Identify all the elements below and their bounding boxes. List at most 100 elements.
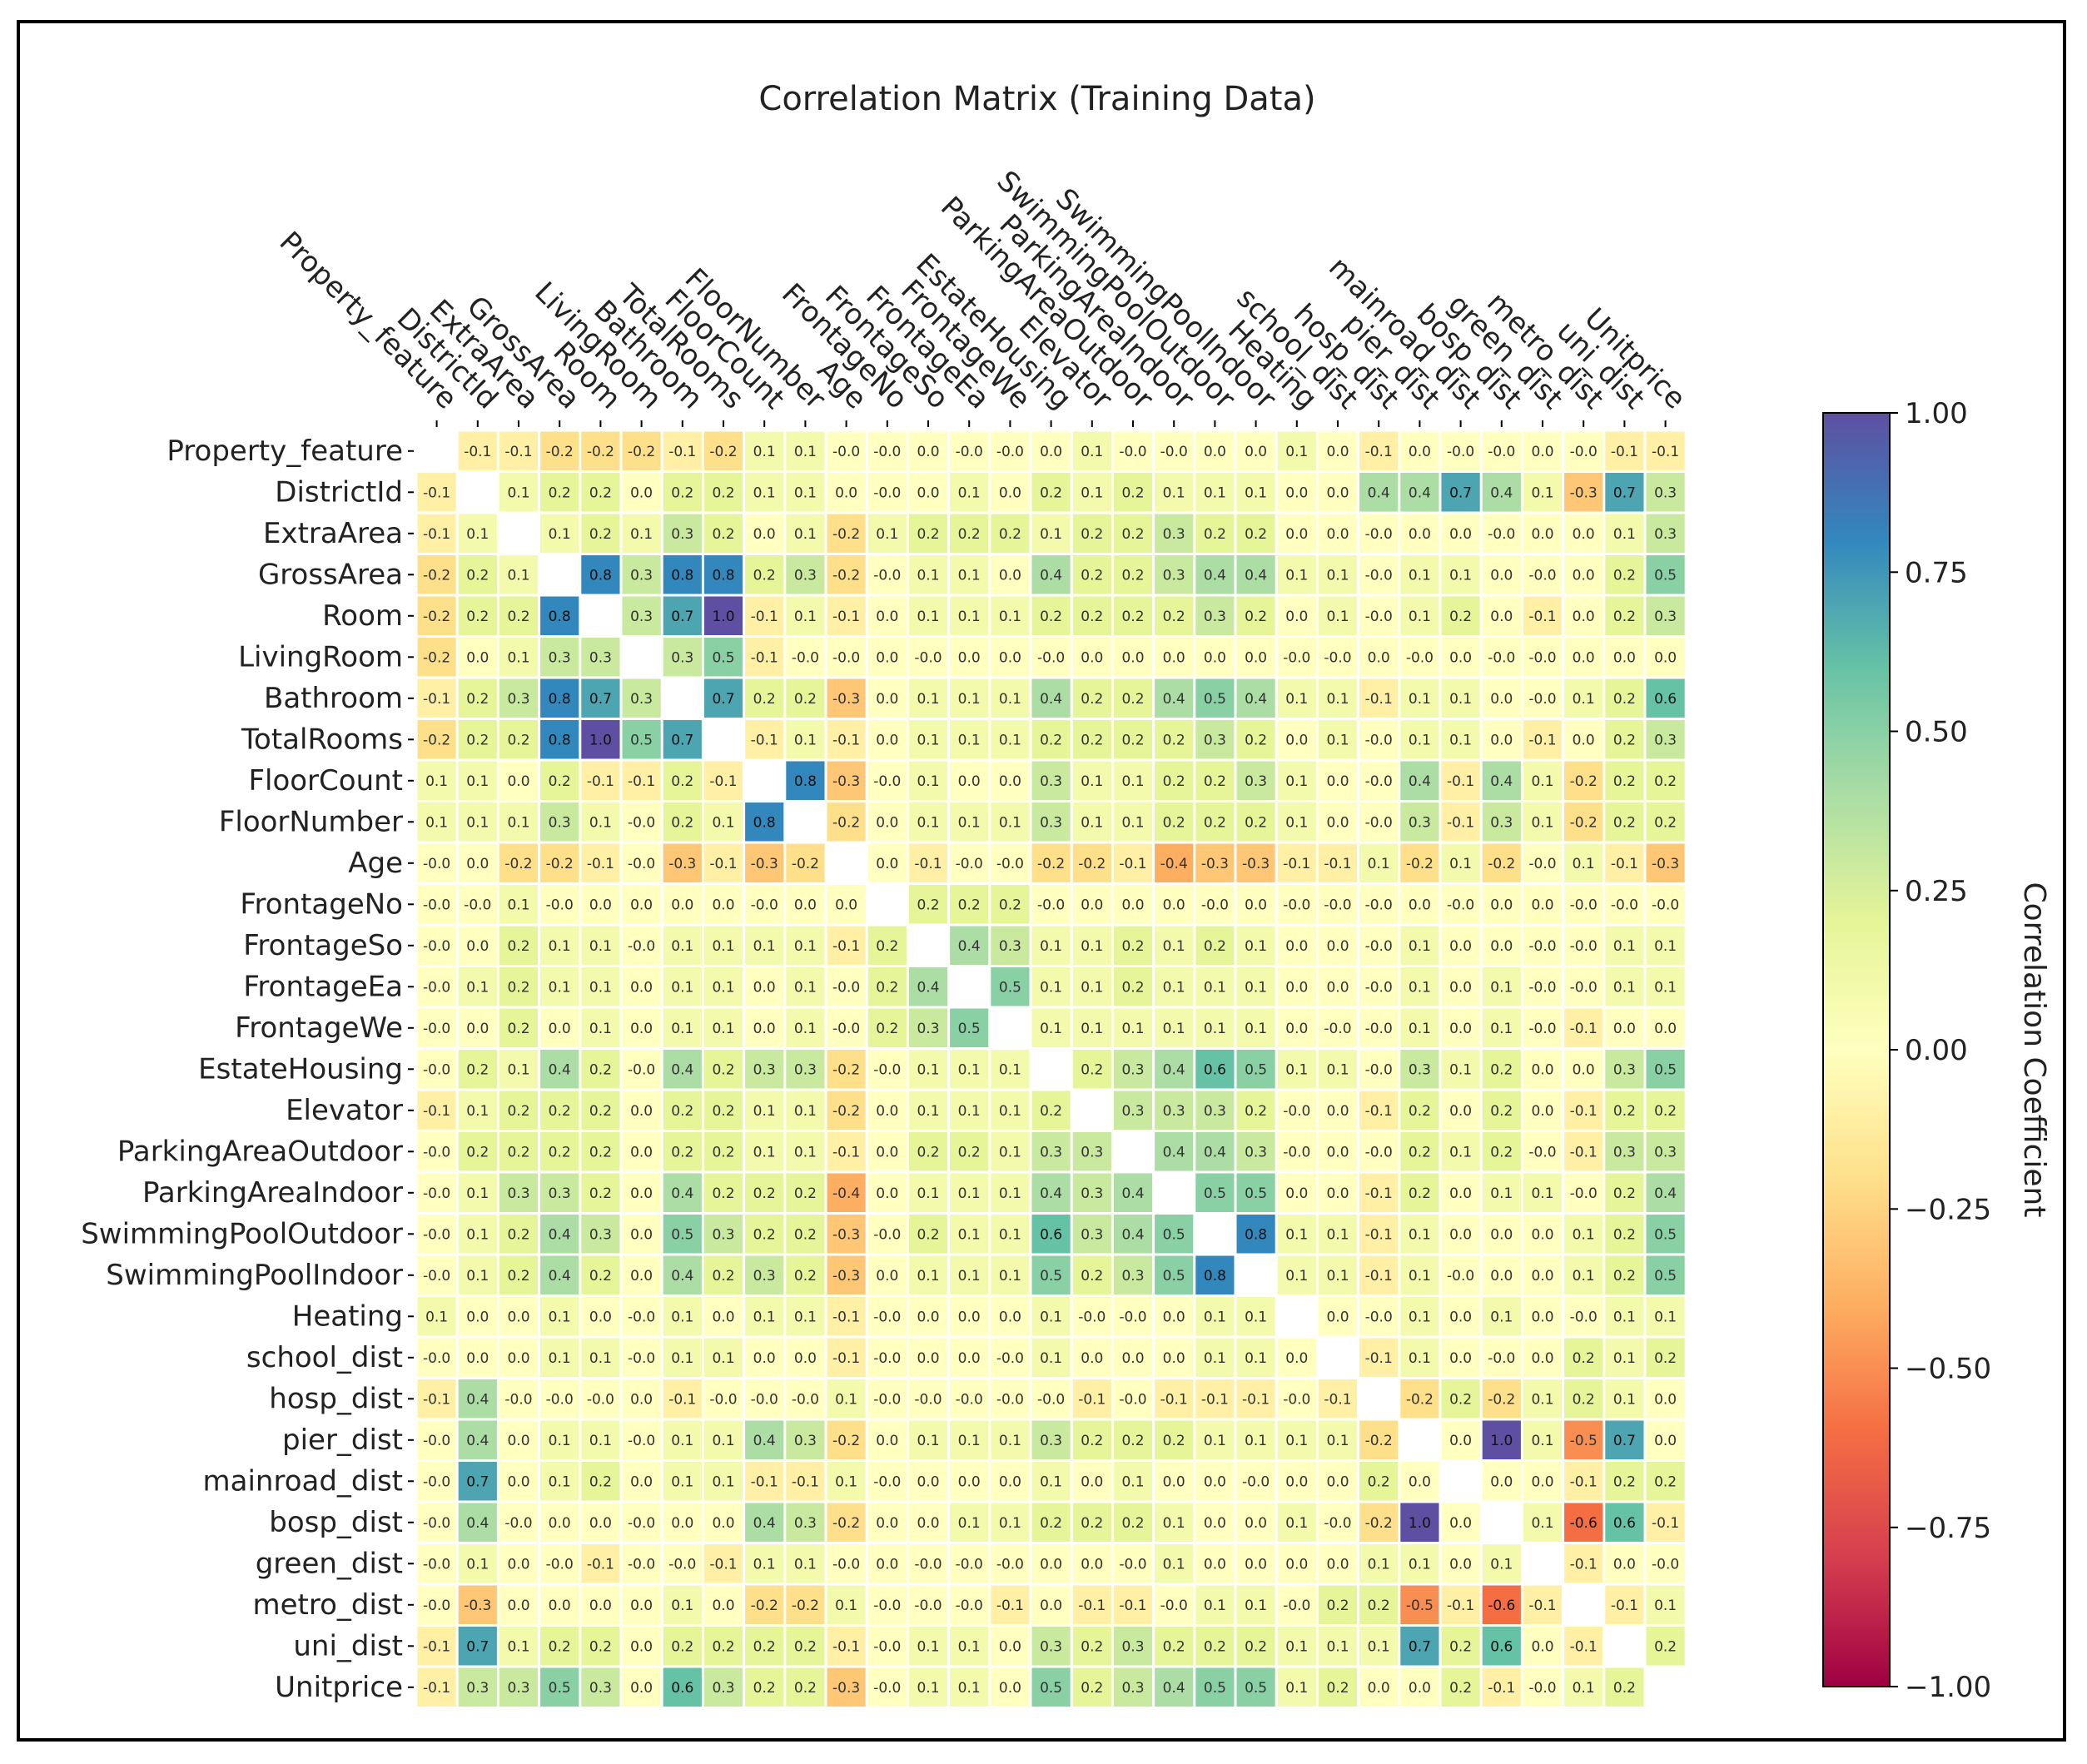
cell-value-label: 0.2: [1204, 773, 1226, 790]
heatmap-cell: [499, 1173, 539, 1212]
heatmap-cell: [1646, 1503, 1685, 1542]
cell-value-label: 0.0: [1204, 444, 1226, 460]
heatmap-cell: [991, 473, 1030, 512]
heatmap-cell: [1318, 1297, 1358, 1336]
cell-value-label: 0.4: [1121, 1185, 1144, 1202]
heatmap-cell: [581, 926, 620, 965]
cell-value-label: 0.1: [1613, 1350, 1636, 1367]
heatmap-cell: [622, 1544, 661, 1583]
cell-value-label: 0.1: [1326, 567, 1349, 584]
cell-value-label: 0.1: [917, 1268, 939, 1284]
cell-value-label: 0.1: [1121, 1021, 1144, 1037]
cell-value-label: 0.2: [1613, 1680, 1636, 1697]
cell-value-label: 0.0: [1163, 1473, 1185, 1490]
cell-value-label: 0.0: [794, 1350, 817, 1367]
cell-value-label: 0.8: [589, 567, 612, 584]
cell-value-label: 0.7: [1613, 1433, 1636, 1449]
heatmap-cell: [703, 678, 743, 718]
heatmap-cell: [1031, 1132, 1071, 1171]
heatmap-cell: [1564, 1091, 1603, 1130]
cell-value-label: -0.0: [504, 1515, 532, 1532]
cell-value-label: -0.0: [1447, 897, 1474, 913]
cell-value-label: 0.1: [1204, 484, 1226, 501]
cell-value-label: -0.1: [1365, 1268, 1393, 1284]
cell-value-label: 0.2: [1613, 1268, 1636, 1284]
cell-value-label: 0.5: [1040, 1268, 1062, 1284]
cell-value-label: 0.1: [507, 814, 529, 831]
cell-value-label: -0.6: [1570, 1515, 1598, 1532]
cell-value-label: 0.1: [1285, 1680, 1308, 1697]
heatmap-cell: [1072, 1338, 1111, 1377]
heatmap-cell: [908, 555, 948, 594]
heatmap-cell: [1113, 596, 1153, 635]
heatmap-cell: [1155, 1215, 1194, 1254]
heatmap-cell: [786, 761, 825, 800]
cell-value-label: -0.0: [873, 1350, 901, 1367]
cell-value-label: 0.0: [1326, 1309, 1349, 1325]
heatmap-cell: [1318, 967, 1358, 1006]
cell-value-label: 0.5: [1654, 1061, 1677, 1078]
heatmap-cell: [1277, 843, 1316, 882]
heatmap-cell: [1236, 1215, 1275, 1254]
cell-value-label: -0.0: [956, 1556, 983, 1573]
cell-value-label: -0.0: [996, 1350, 1024, 1367]
cell-value-label: 0.0: [1613, 1021, 1636, 1037]
cell-value-label: 0.1: [1285, 1226, 1308, 1243]
cell-value-label: 0.1: [794, 979, 817, 996]
cell-value-label: 0.0: [1654, 1391, 1677, 1408]
cell-value-label: 0.3: [630, 609, 653, 625]
cell-value-label: 0.0: [1409, 1473, 1431, 1490]
heatmap-cell: [1564, 1544, 1603, 1583]
cell-value-label: -0.1: [1447, 1598, 1474, 1614]
heatmap-cell: [950, 638, 989, 677]
cell-value-label: -0.1: [1611, 856, 1638, 872]
colorbar-tick-label: 0.00: [1905, 1034, 1968, 1067]
cell-value-label: 0.1: [958, 1185, 981, 1202]
cell-value-label: 0.1: [1285, 773, 1308, 790]
heatmap-cell: [991, 843, 1030, 882]
cell-value-label: 0.4: [671, 1185, 693, 1202]
heatmap-cell: [950, 761, 989, 800]
cell-value-label: 0.0: [630, 1680, 653, 1697]
heatmap-cell: [499, 555, 539, 594]
cell-value-label: 0.1: [1573, 1268, 1595, 1284]
cell-value-label: 0.1: [958, 1638, 981, 1655]
cell-value-label: 0.1: [999, 1185, 1021, 1202]
cell-value-label: 0.1: [1449, 567, 1472, 584]
heatmap-cell: [1318, 638, 1358, 677]
heatmap-cell: [1113, 1173, 1153, 1212]
heatmap-cell: [581, 761, 620, 800]
cell-value-label: -0.1: [1611, 1598, 1638, 1614]
cell-value-label: 0.0: [876, 1433, 898, 1449]
cell-value-label: 0.2: [958, 897, 981, 913]
heatmap-cell: [703, 431, 743, 470]
cell-value-label: -0.0: [873, 1598, 901, 1614]
heatmap-cell: [1155, 473, 1194, 512]
heatmap-cell: [1482, 514, 1521, 553]
heatmap-cell: [745, 843, 784, 882]
heatmap-cell: [745, 967, 784, 1006]
cell-value-label: 0.2: [917, 1226, 939, 1243]
heatmap-cell: [1318, 1420, 1358, 1459]
heatmap-cell: [1155, 1132, 1194, 1171]
cell-value-label: -0.0: [1652, 1556, 1679, 1573]
cell-value-label: 0.0: [1326, 1103, 1349, 1120]
heatmap-cell: [950, 843, 989, 882]
cell-value-label: 0.7: [466, 1638, 489, 1655]
heatmap-cell: [1195, 1255, 1235, 1294]
cell-value-label: 0.2: [1081, 526, 1103, 543]
cell-value-label: 0.0: [1573, 609, 1595, 625]
heatmap-cell: [1400, 431, 1439, 470]
cell-value-label: -0.1: [1078, 1598, 1106, 1614]
heatmap-cell: [908, 1215, 948, 1254]
heatmap-cell: [417, 1297, 456, 1336]
heatmap-cell: [1441, 1420, 1480, 1459]
heatmap-cell: [458, 1215, 497, 1254]
heatmap-cell: [622, 926, 661, 965]
heatmap-cell: [950, 1050, 989, 1089]
heatmap-cell: [622, 1462, 661, 1501]
cell-value-label: 0.1: [999, 609, 1021, 625]
cell-value-label: 0.1: [1163, 938, 1185, 955]
cell-value-label: 0.3: [753, 1061, 776, 1078]
heatmap-cell: [1113, 1462, 1153, 1501]
